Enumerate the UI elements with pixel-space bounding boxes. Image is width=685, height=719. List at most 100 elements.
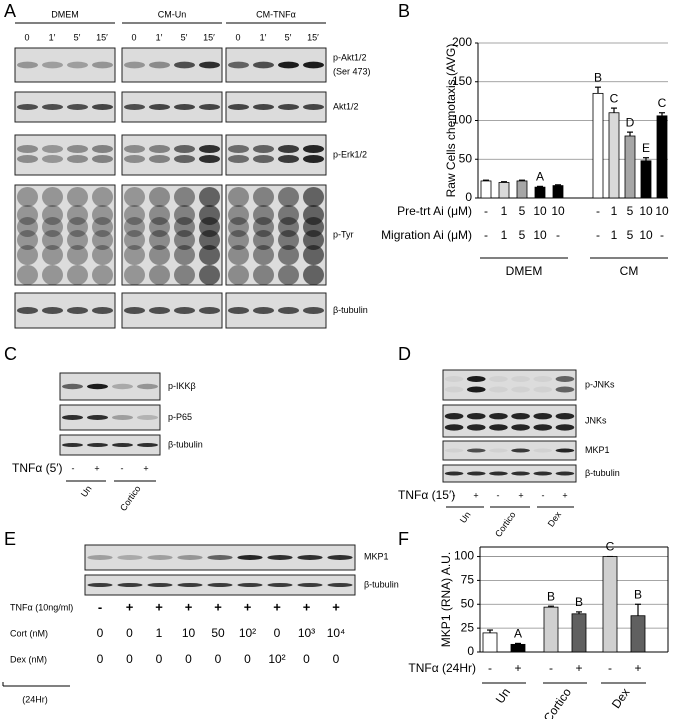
- blot-band: [303, 230, 324, 250]
- blot-band: [174, 61, 195, 69]
- row-value: +: [514, 661, 521, 675]
- blot-band: [466, 413, 486, 420]
- blot-band: [112, 415, 133, 420]
- blot-band: [174, 145, 195, 153]
- row-label: p-Akt1/2: [333, 52, 367, 62]
- blot-band: [62, 383, 83, 390]
- panel-label: B: [398, 1, 410, 21]
- blot-band: [92, 205, 113, 225]
- y-tick-label: 0: [467, 644, 474, 658]
- blot-band: [199, 145, 220, 153]
- condition-value: 0: [244, 652, 251, 666]
- blot-band: [555, 413, 575, 420]
- sign: -: [72, 463, 75, 473]
- row-value: 5: [519, 204, 526, 218]
- row-value: -: [549, 661, 553, 675]
- row-note: (Ser 473): [333, 66, 371, 76]
- time-label: 5′: [285, 32, 292, 42]
- condition-value: 0: [215, 652, 222, 666]
- blot-band: [42, 307, 63, 314]
- condition-value: 10²: [239, 626, 256, 640]
- blot-band: [62, 415, 83, 420]
- row-label: β-tubulin: [364, 579, 399, 589]
- blot-band: [42, 265, 63, 285]
- group-label: DMEM: [51, 9, 79, 19]
- blot: [14, 184, 116, 286]
- y-tick-label: 100: [454, 549, 474, 563]
- blot-band: [253, 187, 274, 207]
- blot: [442, 404, 577, 438]
- y-tick-label: 50: [461, 596, 475, 610]
- blot-band: [303, 187, 324, 207]
- blot: [225, 292, 327, 329]
- blot: [121, 292, 223, 329]
- panel-label: F: [398, 529, 409, 549]
- bar-annotation: B: [634, 587, 642, 601]
- blot-band: [489, 413, 508, 420]
- blot-band: [17, 230, 38, 250]
- blot-band: [117, 555, 143, 560]
- blot-band: [555, 424, 575, 431]
- blot-band: [124, 205, 145, 225]
- condition-label: Dex (nM): [10, 654, 47, 664]
- blot-band: [444, 413, 464, 420]
- bar: [498, 182, 510, 199]
- blot-band: [92, 217, 113, 237]
- blot-band: [124, 104, 145, 110]
- blot-band: [444, 376, 464, 382]
- blot-band: [42, 245, 63, 265]
- blot-membrane: [442, 369, 577, 401]
- blot-band: [511, 424, 530, 431]
- condition-value: 1: [156, 626, 163, 640]
- panel-label: E: [4, 529, 16, 549]
- blot-band: [303, 245, 324, 265]
- blot-band: [112, 383, 133, 390]
- blot-band: [303, 145, 324, 153]
- blot: [14, 292, 116, 329]
- blot-band: [17, 145, 38, 153]
- blot-band: [228, 265, 249, 285]
- blot-band: [444, 448, 464, 453]
- blot-band: [207, 583, 233, 587]
- row-value: -: [488, 661, 492, 675]
- row-value: 10: [639, 204, 653, 218]
- blot-band: [92, 230, 113, 250]
- blot-band: [137, 415, 158, 420]
- blot-band: [67, 217, 88, 237]
- blot-band: [489, 386, 508, 393]
- row-value: 5: [519, 228, 526, 242]
- group-label: Dex: [546, 509, 564, 528]
- bar: [656, 115, 668, 199]
- row-value: 1: [501, 228, 508, 242]
- blot-band: [511, 413, 530, 420]
- blot-band: [278, 61, 299, 69]
- blot-band: [92, 104, 113, 110]
- condition-value: 0: [126, 626, 133, 640]
- blot-band: [42, 104, 63, 110]
- blot-band: [124, 230, 145, 250]
- blot-band: [92, 187, 113, 207]
- blot-band: [17, 61, 38, 69]
- condition-value: 0: [156, 652, 163, 666]
- blot-band: [297, 555, 323, 560]
- blot-band: [303, 61, 324, 69]
- group-label: Cortico: [541, 685, 574, 719]
- row-value: +: [575, 661, 582, 675]
- blot: [59, 372, 161, 401]
- blot-band: [228, 245, 249, 265]
- blot-band: [555, 471, 575, 476]
- row-label: TNFα (24Hr): [408, 661, 476, 675]
- bar-annotation: B: [575, 595, 583, 609]
- blot-band: [237, 583, 263, 587]
- blot-band: [147, 555, 173, 560]
- blot-band: [87, 583, 113, 587]
- bar-annotation: A: [536, 170, 544, 184]
- y-tick-label: 150: [452, 74, 472, 88]
- group-label: CM: [620, 264, 639, 278]
- blot-band: [228, 307, 249, 314]
- blot-band: [511, 386, 530, 393]
- blot-band: [444, 471, 464, 476]
- time-label: 5′: [74, 32, 81, 42]
- blot-band: [149, 205, 170, 225]
- blot-band: [199, 265, 220, 285]
